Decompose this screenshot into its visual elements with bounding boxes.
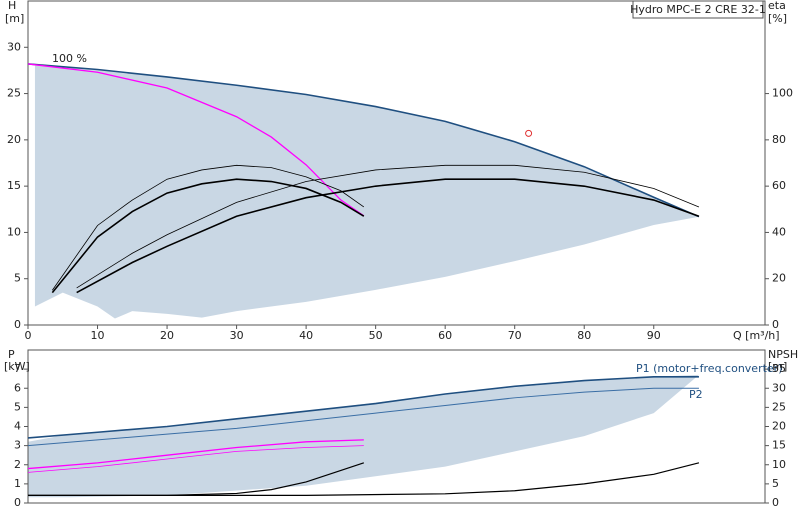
x-tick-label: 60 [438, 329, 452, 342]
y2-tick-label: 40 [772, 225, 786, 238]
y-tick-label: 2 [14, 458, 21, 471]
x-tick-label: 30 [230, 329, 244, 342]
curve [28, 462, 700, 496]
y2-tick-label: 60 [772, 179, 786, 192]
y-tick-label: 30 [7, 40, 21, 53]
y2-tick-label: 35 [772, 362, 786, 375]
curve [27, 439, 364, 470]
plot-frame [27, 0, 766, 326]
y-tick-label: 25 [7, 87, 21, 100]
curve [27, 387, 699, 447]
y2-tick-label: 0 [772, 318, 779, 331]
y2-axis-unit: [m] [768, 360, 787, 373]
y-tick-label: 7 [14, 362, 21, 375]
y-tick-label: 0 [14, 318, 21, 331]
annotation: P1 (motor+freq.converter) [636, 362, 783, 375]
y2-tick-label: 15 [772, 439, 786, 452]
curve [52, 164, 365, 291]
y2-tick-label: 10 [772, 458, 786, 471]
y-axis-unit: [m] [5, 12, 24, 25]
x-tick-label: 20 [160, 329, 174, 342]
x-tick-label: 40 [299, 329, 313, 342]
x-tick-label: 70 [508, 329, 522, 342]
title-box [632, 0, 764, 19]
y2-tick-label: 0 [772, 496, 779, 509]
curve [27, 63, 700, 218]
x-tick-label: 90 [647, 329, 661, 342]
y2-tick-label: 5 [772, 477, 779, 490]
x-axis-label: Q [m³/h] [733, 329, 780, 342]
y2-tick-label: 25 [772, 400, 786, 413]
y-tick-label: 20 [7, 133, 21, 146]
y-tick-label: 15 [7, 179, 21, 192]
y2-tick-label: 30 [772, 381, 786, 394]
y2-tick-label: 80 [772, 133, 786, 146]
y2-tick-label: 100 [772, 87, 793, 100]
y-tick-label: 0 [14, 496, 21, 509]
curve [27, 445, 364, 473]
operating-range [34, 64, 699, 319]
y-tick-label: 4 [14, 420, 21, 433]
y2-axis-label: NPSH [768, 348, 798, 361]
y2-tick-label: 20 [772, 272, 786, 285]
x-tick-label: 0 [25, 329, 32, 342]
y-tick-label: 5 [14, 400, 21, 413]
operating-range [28, 374, 699, 498]
x-tick-label: 80 [577, 329, 591, 342]
operating-point [525, 129, 533, 137]
x-tick-label: 10 [91, 329, 105, 342]
y-tick-label: 10 [7, 225, 21, 238]
annotation: 100 % [52, 52, 87, 65]
curve [27, 63, 365, 217]
x-tick-label: 50 [369, 329, 383, 342]
y2-tick-label: 20 [772, 420, 786, 433]
curve [76, 178, 700, 294]
annotation: P2 [689, 388, 703, 401]
y-axis-unit: [kW] [4, 360, 30, 373]
y-tick-label: 5 [14, 272, 21, 285]
y2-axis-label: eta [768, 0, 786, 12]
curve [76, 164, 700, 289]
y2-axis-unit: [%] [768, 12, 787, 25]
y-axis-label: P [8, 348, 15, 361]
y-axis-label: H [8, 0, 16, 12]
curve [27, 375, 699, 439]
chart-title: Hydro MPC-E 2 CRE 32-1 [630, 3, 766, 16]
y-tick-label: 1 [14, 477, 21, 490]
y-tick-label: 6 [14, 381, 21, 394]
y-tick-label: 3 [14, 439, 21, 452]
